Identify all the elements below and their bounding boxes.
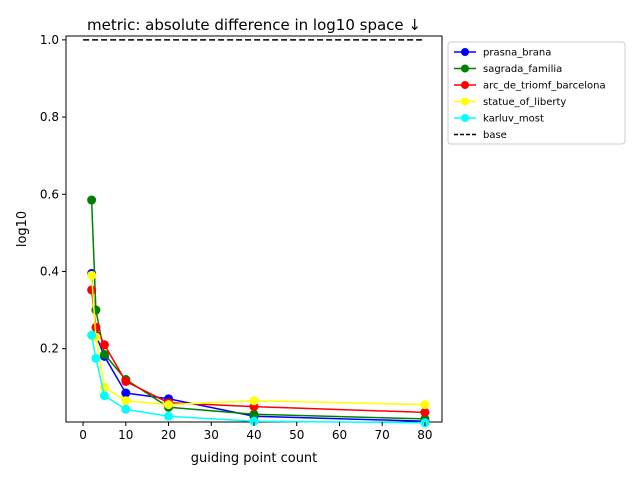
- data-point: [164, 400, 174, 410]
- legend-marker: [461, 48, 469, 56]
- data-point: [91, 353, 101, 363]
- legend-label: karluv_most: [483, 114, 544, 125]
- data-point: [164, 411, 174, 421]
- y-tick-label: 1.0: [40, 33, 59, 47]
- x-tick-label: 80: [417, 428, 432, 442]
- data-point: [121, 404, 131, 414]
- legend-marker: [461, 64, 469, 73]
- x-axis-ticks: 0 10 20 30 40 50 60 70 80: [79, 422, 433, 442]
- series-layer: [83, 39, 430, 428]
- data-point: [420, 407, 430, 417]
- legend-label: prasna_brana: [483, 48, 551, 59]
- y-axis-ticks: 0.2 0.4 0.6 0.8 1.0: [40, 33, 66, 356]
- data-point: [99, 391, 109, 401]
- data-point: [121, 396, 131, 406]
- x-tick-label: 40: [246, 428, 261, 442]
- series-line-karluv-most: [90, 334, 425, 424]
- series-line-arc-de-triomf-barcelona: [90, 289, 425, 414]
- data-point: [87, 270, 97, 280]
- x-axis-label: guiding point count: [191, 451, 318, 466]
- data-point: [420, 400, 430, 410]
- data-point: [91, 305, 101, 315]
- legend-marker: [461, 81, 469, 89]
- data-point: [121, 376, 131, 386]
- x-tick-label: 70: [375, 428, 390, 442]
- y-tick-label: 0.8: [40, 110, 59, 124]
- y-axis-label: log10: [15, 211, 30, 247]
- series-line-statue-of-liberty: [90, 275, 425, 406]
- data-point: [99, 349, 109, 359]
- y-tick-label: 0.6: [40, 187, 59, 201]
- chart-title: metric: absolute difference in log10 spa…: [87, 16, 421, 34]
- x-tick-label: 20: [161, 428, 176, 442]
- y-tick-label: 0.4: [40, 264, 59, 278]
- series-line-sagrada-familia: [90, 200, 425, 420]
- legend-frame: [447, 41, 626, 145]
- data-point: [99, 340, 109, 350]
- x-tick-label: 30: [204, 428, 219, 442]
- legend-label: statue_of_liberty: [483, 97, 566, 108]
- data-point: [87, 330, 97, 340]
- x-tick-label: 50: [289, 428, 304, 442]
- plot-frame: [65, 35, 443, 423]
- data-point: [249, 416, 259, 426]
- legend-marker: [461, 114, 469, 122]
- data-point: [249, 396, 259, 406]
- x-tick-label: 10: [118, 428, 133, 442]
- data-point: [121, 388, 131, 398]
- legend-label: sagrada_familia: [483, 64, 562, 75]
- series-line-prasna-brana: [90, 273, 425, 422]
- data-point: [87, 195, 97, 205]
- legend-marker: [461, 97, 469, 106]
- y-tick-label: 0.2: [40, 342, 59, 356]
- legend-label: base: [483, 130, 507, 141]
- x-tick-label: 60: [332, 428, 347, 442]
- data-point: [87, 285, 97, 295]
- legend: prasna_brana sagrada_familia arc_de_triomf…: [447, 41, 626, 145]
- data-point: [249, 409, 259, 419]
- legend-label: arc_de_triomf_barcelona: [483, 81, 606, 92]
- x-tick-label: 0: [79, 428, 87, 442]
